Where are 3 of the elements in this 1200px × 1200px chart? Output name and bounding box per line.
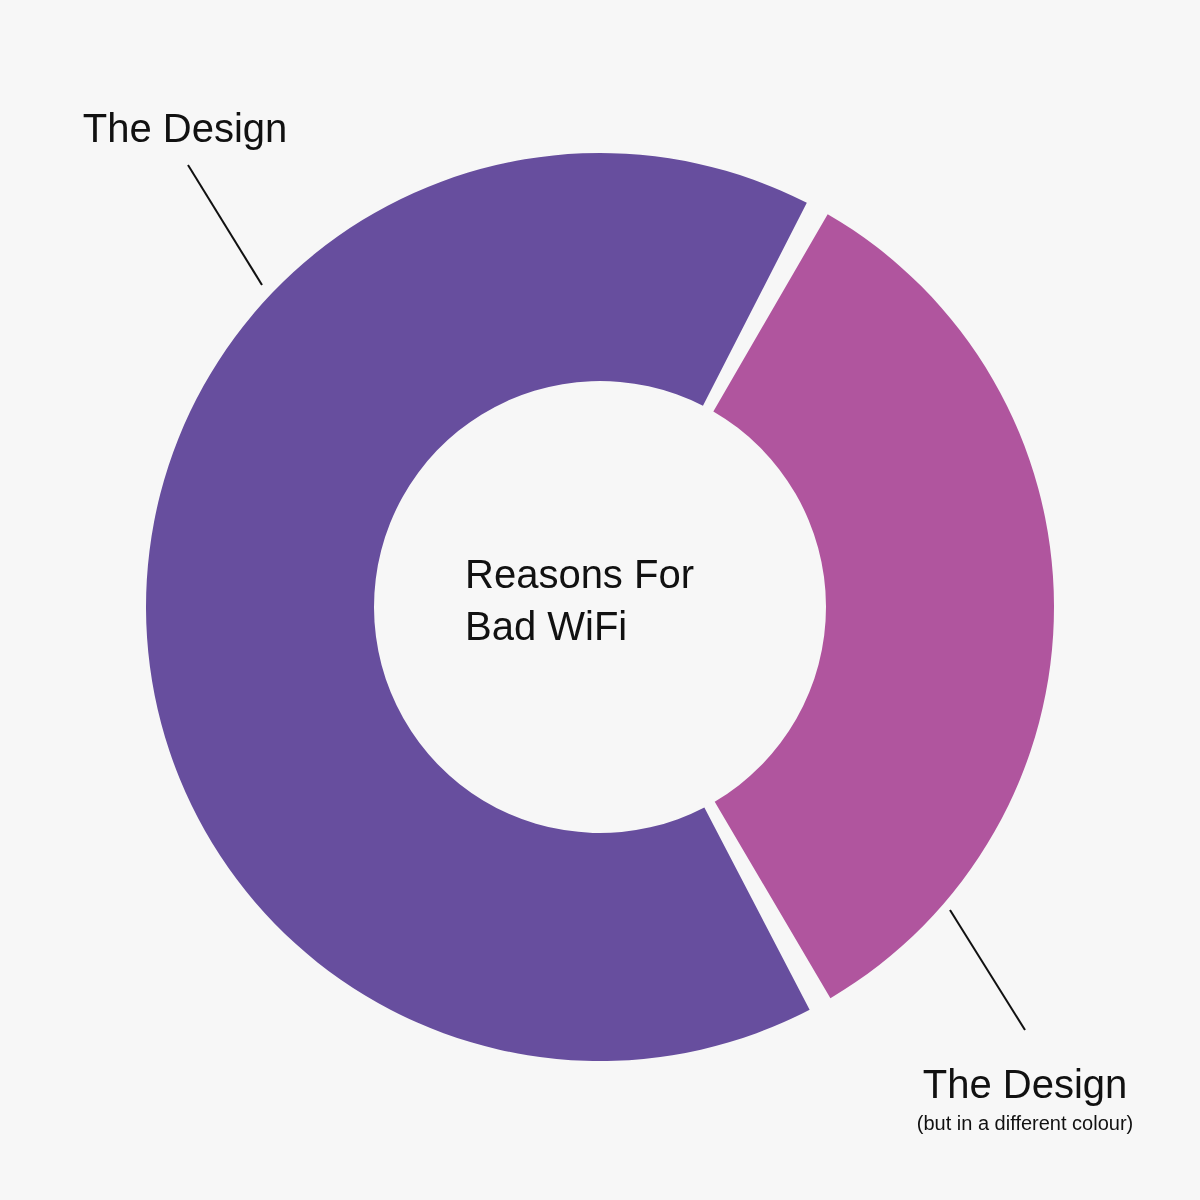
text: Reasons For Bad WiFi: [465, 552, 706, 648]
slice-label: The Design: [82, 106, 288, 150]
slice-label: The Design (but in a different colour): [916, 1062, 1134, 1134]
